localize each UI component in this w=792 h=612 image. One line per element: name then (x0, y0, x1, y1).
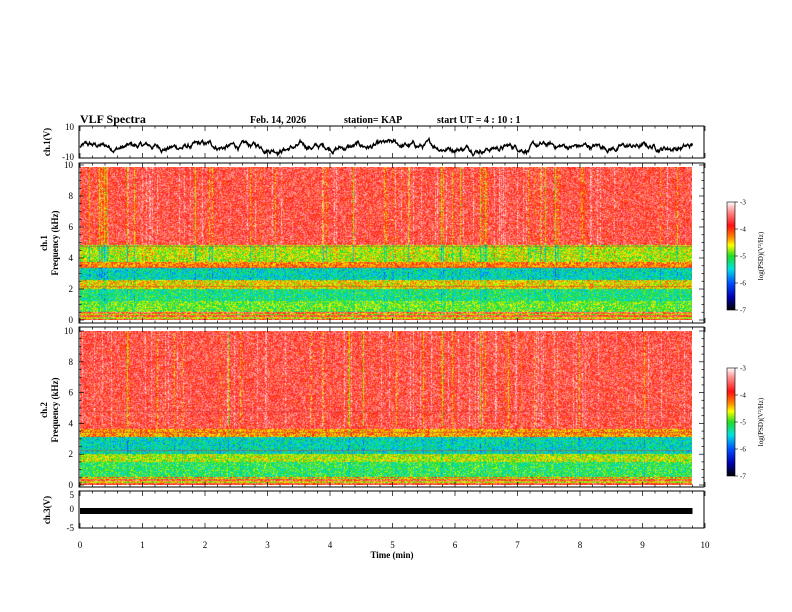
ch1-waveform-ylabel: ch.1(V) (42, 128, 52, 156)
ch1-spectrogram-ylabel-channel: ch.1 (39, 235, 49, 251)
frequency-tick-label: 10 (64, 326, 74, 336)
time-tick-label: 0 (78, 540, 83, 550)
ch2-spectrogram-image (80, 331, 692, 485)
frequency-tick-label: 6 (69, 222, 74, 232)
ch2-spectrogram-ylabel-channel: ch.2 (39, 402, 49, 418)
time-tick-label: 6 (453, 540, 458, 550)
date-label: Feb. 14, 2026 (250, 115, 306, 126)
colorbar-tick-label: -4 (740, 226, 746, 234)
ch1-spectrogram-image-host (80, 167, 692, 320)
frequency-tick-label: 8 (69, 357, 74, 367)
frequency-tick-label: 6 (69, 388, 74, 398)
ch3-waveform-panel: 5 0 -5 ch.3(V) (42, 490, 705, 533)
frequency-tick-label: 10 (64, 160, 74, 170)
ch1-spectrogram-panel: 0 2 4 6 8 10 ch.1 Frequency (kHz) (39, 160, 705, 325)
colorbar-tick-label: -3 (740, 199, 746, 207)
ch2-colorbar-scale (726, 367, 736, 477)
ch1-colorbar-scale (726, 201, 736, 311)
ch3-ytick-top: 5 (70, 490, 75, 500)
time-axis-label: Time (min) (370, 550, 413, 560)
frequency-tick-label: 2 (69, 449, 74, 459)
frequency-tick-label: 4 (69, 418, 74, 428)
ch1-colorbar-ticks: -3 -4 -5 -6 -7 (735, 199, 746, 315)
frequency-tick-label: 8 (69, 191, 74, 201)
ch1-colorbar-label: log(PSD)(V²/Hz) (757, 231, 765, 280)
ch1-ytick-top: 10 (65, 122, 75, 132)
ch2-spectrogram-frame (78, 326, 705, 488)
time-tick-label: 9 (640, 540, 645, 550)
ch1-spectrogram-ylabel-frequency: Frequency (kHz) (50, 210, 60, 275)
colorbar-tick-label: -5 (740, 419, 746, 427)
station-label: station= KAP (344, 115, 402, 126)
colorbar-tick-label: -7 (740, 473, 746, 481)
frequency-tick-label: 0 (69, 315, 74, 325)
time-tick-label: 4 (328, 540, 333, 550)
frequency-tick-label: 4 (69, 253, 74, 263)
ch3-waveform-frame (78, 490, 705, 529)
ch2-spectrogram-yticks: 0 2 4 6 8 10 (64, 326, 704, 490)
time-tick-label: 8 (578, 540, 583, 550)
figure-title: VLF Spectra (80, 112, 146, 126)
ch3-waveform-trace (80, 508, 693, 514)
time-tick-label: 7 (515, 540, 520, 550)
ch1-spectrogram-frame (78, 162, 705, 324)
colorbar-tick-label: -4 (740, 392, 746, 400)
colorbar-tick-label: -7 (740, 307, 746, 315)
ch1-ytick-bottom: -10 (62, 152, 74, 162)
ch1-colorbar: -3 -4 -5 -6 -7 log(PSD)(V²/Hz) (726, 199, 765, 315)
time-tick-label: 2 (203, 540, 208, 550)
ch1-waveform-frame (78, 125, 705, 159)
ch3-ytick-bottom: -5 (67, 523, 75, 533)
ch2-colorbar-ticks: -3 -4 -5 -6 -7 (735, 365, 746, 481)
ch2-spectrogram-panel: 0 2 4 6 8 10 ch.2 Frequency (kHz) (39, 326, 705, 490)
time-tick-label: 5 (390, 540, 395, 550)
time-tick-label: 10 (701, 540, 711, 550)
ch1-spectrogram-yticks: 0 2 4 6 8 10 (64, 160, 704, 325)
frequency-tick-label: 2 (69, 284, 74, 294)
time-tick-label: 1 (140, 540, 145, 550)
ch2-colorbar-label: log(PSD)(V²/Hz) (757, 397, 765, 446)
ch3-waveform-ylabel: ch.3(V) (42, 496, 52, 524)
ch2-spectrogram-image-host (80, 331, 692, 485)
ch1-waveform-panel: 10 -10 ch.1(V) (42, 122, 705, 162)
ch2-spectrogram-ylabel-frequency: Frequency (kHz) (50, 377, 60, 442)
colorbar-tick-label: -5 (740, 253, 746, 261)
colorbar-tick-label: -3 (740, 365, 746, 373)
colorbar-tick-label: -6 (740, 280, 746, 288)
ch1-spectrogram-image (80, 167, 692, 320)
frequency-tick-label: 0 (69, 480, 74, 490)
ch1-waveform-trace (79, 136, 694, 158)
time-axis-ticks: 0 1 2 3 4 5 6 7 8 9 10 (78, 126, 710, 550)
colorbar-tick-label: -6 (740, 446, 746, 454)
ch3-ytick-mid: 0 (70, 504, 75, 514)
time-tick-label: 3 (265, 540, 270, 550)
start-time-label: start UT = 4 : 10 : 1 (437, 115, 521, 126)
ch2-colorbar: -3 -4 -5 -6 -7 log(PSD)(V²/Hz) (726, 365, 765, 481)
